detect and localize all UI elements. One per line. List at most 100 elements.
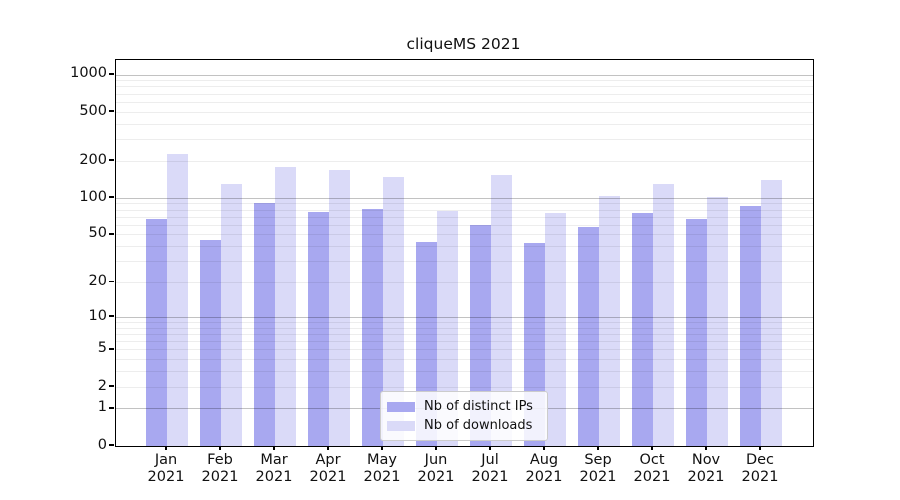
plot-area: Nb of distinct IPs Nb of downloads [115, 59, 814, 447]
x-tick-label: Apr 2021 [298, 452, 358, 485]
legend-item-distinct-ips: Nb of distinct IPs [387, 397, 540, 416]
gridlines-layer [116, 60, 813, 446]
x-tick-month: Dec [745, 452, 775, 468]
gridline-minor [116, 224, 813, 226]
gridline-minor [116, 341, 813, 343]
x-tick-year: 2021 [633, 468, 671, 485]
x-tick-month: Jul [481, 452, 499, 468]
x-tick-mark [327, 446, 329, 450]
x-tick-year: 2021 [471, 468, 509, 485]
bar-distinct-ips-apr [307, 212, 329, 446]
y-tick-label: 100 [79, 188, 107, 205]
bar-downloads-oct [652, 184, 674, 446]
bar-downloads-aug [544, 212, 566, 446]
gridline-minor [116, 246, 813, 248]
y-tick-label: 1 [97, 399, 107, 416]
x-tick-year: 2021 [741, 468, 779, 485]
gridline-minor [116, 203, 813, 205]
y-tick-mark [109, 280, 114, 283]
gridline-minor [116, 261, 813, 263]
bar-downloads-may [382, 176, 404, 446]
x-tick-month: Feb [207, 452, 233, 468]
x-tick-label: Sep 2021 [568, 452, 628, 485]
x-tick-label: Jan 2021 [136, 452, 196, 485]
bar-distinct-ips-nov [685, 218, 707, 446]
legend-swatch-distinct-ips [387, 401, 415, 412]
x-tick-year: 2021 [363, 468, 401, 485]
x-tick-year: 2021 [417, 468, 455, 485]
gridline-minor [116, 93, 813, 95]
gridline-minor [116, 139, 813, 141]
x-tick-mark [489, 446, 491, 450]
x-tick-month: Sep [584, 452, 612, 468]
x-tick-mark [759, 446, 761, 450]
bar-distinct-ips-feb [199, 240, 221, 446]
y-tick-mark [109, 159, 114, 161]
gridline-minor [116, 86, 813, 88]
bar-distinct-ips-jan [145, 218, 167, 446]
bar-downloads-mar [274, 166, 296, 446]
x-tick-mark [219, 446, 221, 450]
y-tick-mark [109, 385, 114, 387]
gridline-minor [116, 282, 813, 284]
y-tick-mark [109, 110, 114, 112]
x-tick-label: Feb 2021 [190, 452, 250, 485]
gridline-minor [116, 216, 813, 218]
y-tick-mark [109, 444, 114, 446]
x-tick-mark [165, 446, 167, 450]
legend: Nb of distinct IPs Nb of downloads [380, 391, 548, 441]
gridline-minor [116, 209, 813, 211]
gridline-minor [116, 160, 813, 162]
x-tick-mark [273, 446, 275, 450]
x-tick-label: Jun 2021 [406, 452, 466, 485]
x-tick-year: 2021 [255, 468, 293, 485]
bar-downloads-jun [436, 210, 458, 446]
gridline-minor [116, 349, 813, 351]
y-tick-label: 10 [88, 307, 107, 324]
bar-downloads-feb [220, 184, 242, 446]
bar-distinct-ips-sep [577, 227, 599, 446]
x-tick-month: Apr [315, 452, 341, 468]
legend-label-downloads: Nb of downloads [424, 418, 533, 433]
x-tick-mark [543, 446, 545, 450]
x-tick-year: 2021 [687, 468, 725, 485]
gridline-minor [116, 111, 813, 113]
x-tick-year: 2021 [147, 468, 185, 485]
bar-downloads-nov [706, 197, 728, 446]
x-tick-mark [597, 446, 599, 450]
bar-downloads-sep [598, 195, 620, 446]
gridline-minor [116, 123, 813, 125]
gridline-minor [116, 386, 813, 388]
x-tick-label: Dec 2021 [730, 452, 790, 485]
x-tick-mark [435, 446, 437, 450]
x-tick-year: 2021 [525, 468, 563, 485]
x-tick-month: May [367, 452, 397, 468]
gridline-minor [116, 101, 813, 103]
bar-distinct-ips-oct [631, 212, 653, 446]
legend-item-downloads: Nb of downloads [387, 416, 540, 435]
y-tick-label: 0 [97, 436, 107, 453]
y-tick-mark [109, 407, 114, 409]
gridline-minor [116, 321, 813, 323]
bar-distinct-ips-dec [739, 206, 761, 446]
gridline-minor [116, 80, 813, 82]
legend-swatch-downloads [387, 420, 415, 431]
y-tick-label: 1000 [70, 65, 107, 82]
x-tick-label: Nov 2021 [676, 452, 736, 485]
x-tick-mark [651, 446, 653, 450]
y-tick-label: 2 [97, 377, 107, 394]
gridline-minor [116, 327, 813, 329]
y-tick-label: 50 [88, 225, 107, 242]
bar-distinct-ips-mar [253, 203, 275, 446]
y-tick-mark [109, 348, 114, 350]
bar-distinct-ips-jul [469, 225, 491, 446]
gridline-minor [116, 234, 813, 236]
x-tick-label: Jul 2021 [460, 452, 520, 485]
gridline-major [116, 197, 813, 199]
bar-distinct-ips-may [361, 208, 383, 446]
legend-label-distinct-ips: Nb of distinct IPs [424, 399, 533, 414]
x-tick-label: May 2021 [352, 452, 412, 485]
bar-downloads-jul [490, 174, 512, 446]
x-tick-month: Nov [691, 452, 721, 468]
chart-title: cliqueMS 2021 [406, 35, 521, 53]
